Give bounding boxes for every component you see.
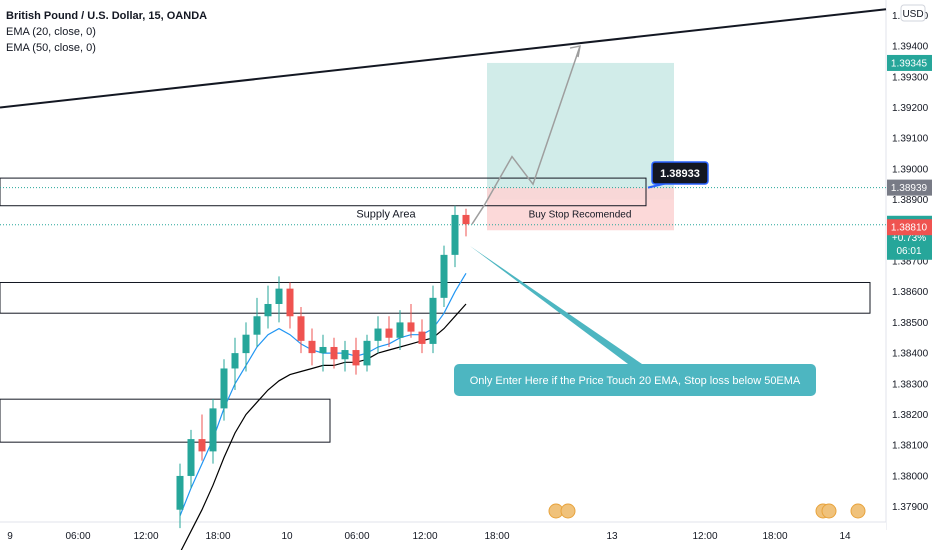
instruction-callout[interactable] — [454, 364, 816, 396]
candle — [352, 350, 360, 366]
y-tick-label: 1.38600 — [892, 287, 929, 298]
instruction-pointer — [470, 246, 642, 364]
candle — [418, 331, 426, 344]
legend-ema20[interactable]: EMA (20, close, 0) — [6, 26, 96, 38]
y-tick-label: 1.38900 — [892, 195, 929, 206]
x-tick-label: 14 — [839, 531, 851, 542]
candle — [330, 346, 338, 360]
x-tick-label: 9 — [7, 531, 13, 542]
supply-zone[interactable] — [0, 398, 331, 443]
x-tick-label: 12:00 — [133, 531, 158, 542]
projection-path[interactable] — [471, 45, 581, 225]
candle — [264, 303, 272, 317]
last-price-line: +0.73% — [892, 233, 926, 244]
stop-zone[interactable] — [487, 187, 674, 231]
entry-price-badge[interactable] — [887, 179, 932, 196]
buy-stop-price-text: 1.38933 — [660, 168, 700, 180]
y-tick-label: 1.39300 — [892, 72, 929, 83]
y-tick-label: 1.39200 — [892, 103, 929, 114]
candle — [451, 214, 459, 255]
y-tick-label: 1.39100 — [892, 134, 929, 145]
event-flag-icon[interactable] — [548, 503, 576, 519]
currency-button[interactable] — [900, 4, 926, 22]
y-tick-label: 1.39400 — [892, 42, 929, 53]
legend-ema50[interactable]: EMA (50, close, 0) — [6, 42, 96, 54]
x-tick-label: 06:00 — [344, 531, 369, 542]
buy-stop-label: Buy Stop Recomended — [529, 210, 632, 221]
candle — [253, 316, 261, 335]
y-tick-label: 1.38700 — [892, 257, 929, 268]
y-tick-label: 1.38500 — [892, 318, 929, 329]
entry-price-badge-text: 1.38939 — [891, 183, 928, 194]
low-price-badge[interactable] — [887, 219, 932, 236]
candle — [319, 346, 327, 354]
y-tick-label: 1.37900 — [892, 502, 929, 513]
x-tick-label: 13 — [606, 531, 618, 542]
candle — [363, 340, 371, 366]
x-tick-label: 12:00 — [412, 531, 437, 542]
candle — [385, 328, 393, 338]
supply-area-label: Supply Area — [356, 209, 416, 221]
candle — [176, 475, 184, 510]
candle — [275, 288, 283, 304]
x-tick-label: 06:00 — [65, 531, 90, 542]
y-tick-label: 1.38000 — [892, 471, 929, 482]
projection-arrow-icon — [569, 45, 581, 58]
target-price-badge-text: 1.39345 — [891, 58, 928, 69]
y-tick-label: 1.38400 — [892, 349, 929, 360]
instruction-text: Only Enter Here if the Price Touch 20 EM… — [470, 375, 801, 387]
price-axis[interactable] — [886, 0, 932, 530]
candle — [407, 322, 415, 332]
candle — [231, 353, 239, 369]
candle — [220, 368, 228, 409]
x-tick-label: 12:00 — [692, 531, 717, 542]
event-flag-icon[interactable] — [850, 503, 866, 519]
last-price-line: 06:01 — [896, 246, 921, 257]
candle — [341, 350, 349, 360]
supply-zone[interactable] — [0, 177, 647, 207]
y-tick-label: 1.38200 — [892, 410, 929, 421]
candle — [440, 254, 448, 298]
y-tick-label: 1.39000 — [892, 164, 929, 175]
candle — [286, 288, 294, 317]
event-flag-icon[interactable] — [815, 503, 837, 519]
candle — [374, 328, 382, 341]
currency-button-label: USD — [902, 9, 923, 20]
chart-legend: British Pound / U.S. Dollar, 15, OANDA E… — [6, 8, 207, 56]
candle — [209, 408, 217, 452]
x-tick-label: 18:00 — [205, 531, 230, 542]
y-tick-label: 1.38300 — [892, 379, 929, 390]
candle — [396, 322, 404, 338]
target-zone[interactable] — [487, 62, 674, 200]
candle — [242, 334, 250, 354]
candle — [297, 316, 305, 341]
x-tick-label: 18:00 — [484, 531, 509, 542]
candle — [308, 340, 316, 354]
buy-stop-price-callout[interactable] — [651, 161, 709, 185]
low-price-badge-text: 1.38810 — [891, 223, 928, 234]
candle — [198, 439, 206, 452]
x-tick-label: 18:00 — [762, 531, 787, 542]
trendline[interactable] — [0, 8, 887, 109]
y-tick-label: 1.38100 — [892, 441, 929, 452]
candle — [187, 439, 195, 476]
candle — [429, 297, 437, 344]
time-axis[interactable] — [0, 522, 886, 550]
legend-title[interactable]: British Pound / U.S. Dollar, 15, OANDA — [6, 10, 208, 22]
target-price-badge[interactable] — [887, 54, 932, 71]
candle — [462, 214, 470, 225]
x-tick-label: 10 — [281, 531, 293, 542]
